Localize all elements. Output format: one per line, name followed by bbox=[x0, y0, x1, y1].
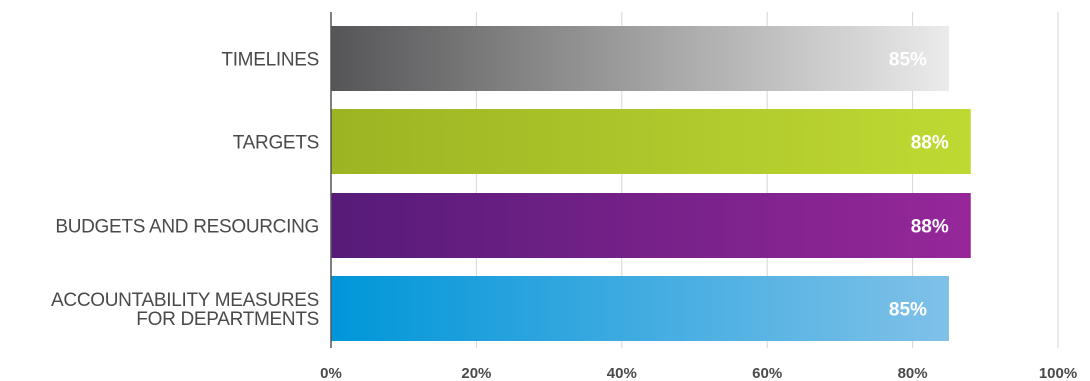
category-label: ACCOUNTABILITY MEASURES FOR DEPARTMENTS bbox=[51, 290, 319, 330]
bar-value-label: 88% bbox=[911, 217, 949, 238]
x-tick-label: 0% bbox=[320, 365, 342, 381]
category-label: BUDGETS AND RESOURCING bbox=[55, 217, 319, 238]
x-tick-label: 40% bbox=[607, 365, 637, 381]
x-tick-label: 20% bbox=[461, 365, 491, 381]
bar bbox=[331, 26, 949, 91]
category-labels: TIMELINES TARGETS BUDGETS AND RESOURCING AC… bbox=[51, 50, 319, 331]
x-tick-label: 80% bbox=[898, 365, 928, 381]
bar-value-label: 88% bbox=[911, 133, 949, 154]
category-label: TIMELINES bbox=[221, 50, 319, 71]
bar bbox=[331, 193, 971, 258]
category-label-line: TARGETS bbox=[233, 133, 319, 154]
bar-value-label: 85% bbox=[889, 300, 927, 321]
category-label-line: FOR DEPARTMENTS bbox=[136, 309, 319, 330]
category-label-line: TIMELINES bbox=[221, 50, 319, 71]
bar bbox=[331, 276, 949, 341]
bars: 85% 88% 88% 85% bbox=[331, 26, 971, 341]
category-label-line: BUDGETS AND RESOURCING bbox=[55, 217, 319, 238]
category-label: TARGETS bbox=[233, 133, 319, 154]
category-label-line: ACCOUNTABILITY MEASURES bbox=[51, 290, 319, 311]
bar-value-label: 85% bbox=[889, 50, 927, 71]
x-tick-label: 100% bbox=[1039, 365, 1077, 381]
bar bbox=[331, 109, 971, 174]
x-tick-labels: 0% 20% 40% 60% 80% 100% bbox=[320, 365, 1077, 381]
x-tick-label: 60% bbox=[752, 365, 782, 381]
